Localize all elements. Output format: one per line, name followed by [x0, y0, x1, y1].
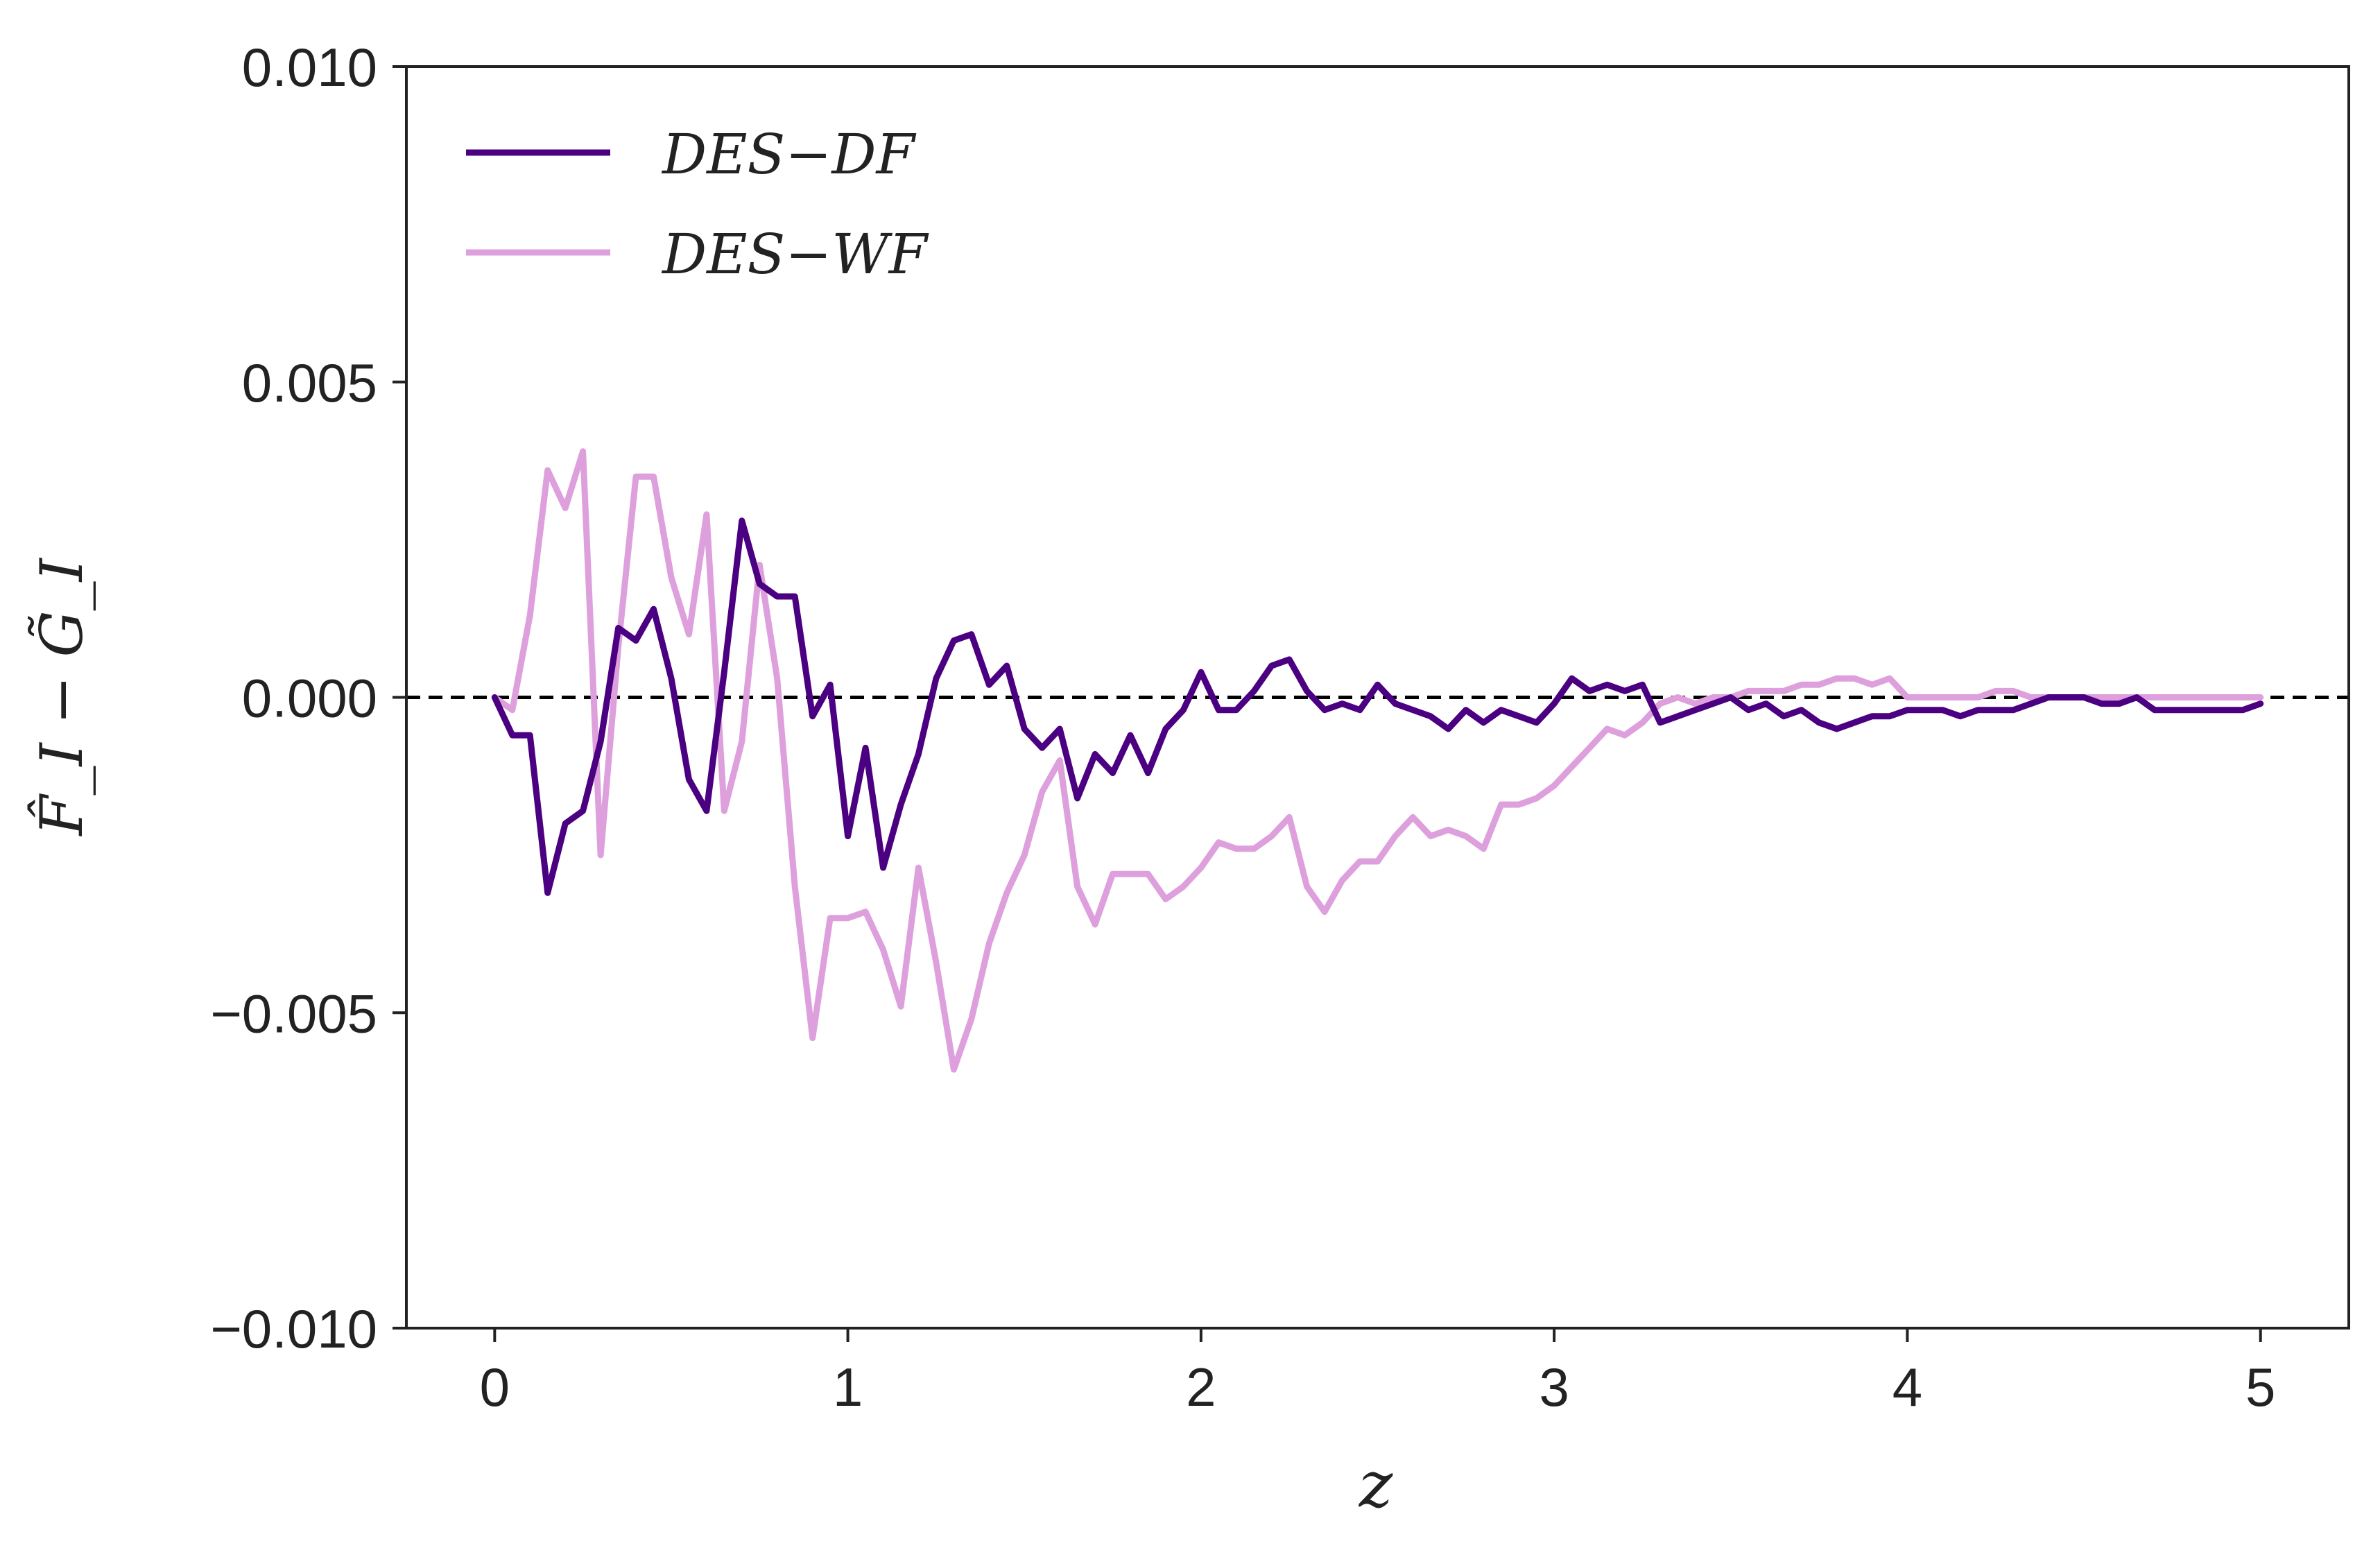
- x-tick-label: 3: [1539, 1357, 1569, 1418]
- legend: DES−DF DES−WF: [466, 122, 929, 286]
- x-axis-ticks: 0 1 2 3 4 5: [480, 1328, 2275, 1418]
- x-tick-label: 0: [480, 1357, 510, 1418]
- y-axis-label: F̂_I − G̃_I: [28, 557, 96, 836]
- x-tick-label: 5: [2245, 1357, 2275, 1418]
- plot-area-frame: [405, 65, 2350, 1330]
- series-line-des-df: [491, 517, 2264, 896]
- x-tick-label: 4: [1892, 1357, 1922, 1418]
- y-tick-label: −0.005: [210, 983, 377, 1044]
- y-tick-label: 0.000: [242, 668, 377, 729]
- y-tick-label: −0.010: [210, 1298, 377, 1359]
- y-axis-ticks: −0.010 −0.005 0.000 0.005 0.010: [210, 37, 406, 1359]
- series-line-des-wf: [491, 448, 2264, 1073]
- x-tick-label: 2: [1186, 1357, 1216, 1418]
- y-tick-label: 0.010: [242, 37, 377, 98]
- x-axis-label: z: [1359, 1447, 1393, 1522]
- x-tick-label: 1: [833, 1357, 863, 1418]
- y-tick-label: 0.005: [242, 352, 377, 413]
- series-layer: [491, 448, 2264, 1073]
- legend-label-des-wf: DES−WF: [661, 222, 929, 286]
- legend-label-des-df: DES−DF: [661, 122, 917, 187]
